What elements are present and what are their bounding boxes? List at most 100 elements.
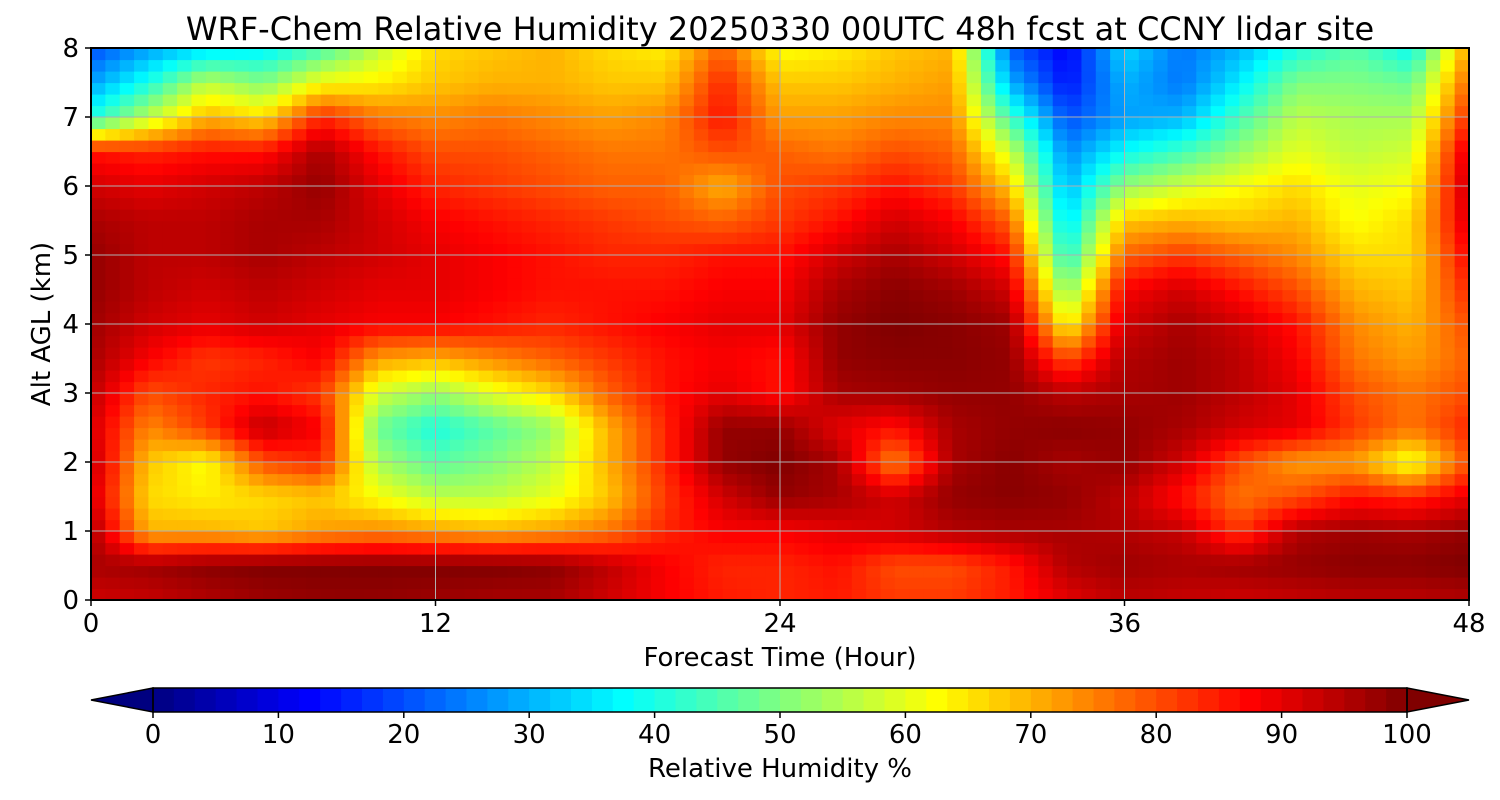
heatmap-cell [177,278,193,291]
heatmap-cell [564,71,580,84]
heatmap-cell [521,186,537,199]
heatmap-cell [837,542,853,555]
heatmap-cell [607,427,623,440]
heatmap-cell [119,347,135,360]
heatmap-cell [1268,128,1283,141]
heatmap-cell [320,151,336,164]
heatmap-cell [1440,335,1456,348]
heatmap-cell [708,243,724,256]
heatmap-cell [679,232,695,245]
heatmap-cell [909,151,925,164]
heatmap-cell [1239,485,1255,498]
colorbar-swatch [989,688,1011,712]
heatmap-cell [263,197,279,210]
heatmap-cell [449,439,465,452]
heatmap-cell [679,117,695,130]
heatmap-cell [636,59,652,72]
heatmap-cell [220,174,236,187]
heatmap-cell [535,140,551,153]
heatmap-cell [894,301,910,314]
heatmap-cell [1425,174,1441,187]
heatmap-cell [349,174,365,187]
heatmap-cell [1081,105,1097,118]
colorbar-swatch [1323,688,1345,712]
heatmap-cell [349,370,365,383]
heatmap-cell [1167,473,1183,486]
heatmap-cell [392,496,408,509]
heatmap-cell [406,163,422,176]
heatmap-cell [550,416,566,429]
heatmap-cell [622,439,638,452]
heatmap-cell [1095,370,1111,383]
plot-area [91,48,1469,600]
heatmap-cell [119,197,135,210]
heatmap-cell [1167,220,1183,233]
heatmap-cell [823,393,839,406]
heatmap-cell [823,255,839,268]
heatmap-cell [808,335,824,348]
heatmap-cell [780,416,795,429]
heatmap-cell [736,542,752,555]
heatmap-cell [492,255,508,268]
heatmap-cell [535,105,551,118]
heatmap-cell [1081,519,1097,532]
heatmap-cell [507,82,523,95]
heatmap-cell [722,335,738,348]
heatmap-cell [622,209,638,222]
heatmap-cell [851,301,867,314]
heatmap-cell [435,450,451,463]
heatmap-cell [1454,462,1469,475]
heatmap-cell [593,393,609,406]
heatmap-cell [1153,197,1169,210]
heatmap-cell [191,404,207,417]
heatmap-cell [1081,427,1097,440]
heatmap-cell [1454,312,1469,325]
heatmap-cell [234,312,250,325]
heatmap-cell [909,485,925,498]
heatmap-cell [220,94,236,107]
heatmap-cell [220,370,236,383]
heatmap-cell [148,243,164,256]
heatmap-cell [980,542,996,555]
heatmap-cell [1210,232,1226,245]
heatmap-cell [205,266,221,279]
heatmap-cell [191,531,207,544]
heatmap-cell [1239,531,1255,544]
heatmap-cell [1425,381,1441,394]
heatmap-cell [995,462,1011,475]
heatmap-cell [679,186,695,199]
heatmap-cell [435,128,451,141]
heatmap-cell [1067,588,1083,600]
heatmap-cell [320,266,336,279]
heatmap-cell [119,312,135,325]
heatmap-cell [191,94,207,107]
heatmap-cell [880,588,896,600]
heatmap-cell [234,508,250,521]
heatmap-cell [220,404,236,417]
heatmap-cell [191,209,207,222]
heatmap-cell [1239,473,1255,486]
heatmap-cell [966,588,982,600]
heatmap-cell [650,462,666,475]
heatmap-cell [162,565,178,578]
heatmap-cell [1196,519,1212,532]
heatmap-cell [1181,140,1197,153]
heatmap-cell [622,163,638,176]
heatmap-cell [1239,312,1255,325]
heatmap-cell [1239,209,1255,222]
heatmap-cell [837,312,853,325]
heatmap-cell [722,197,738,210]
heatmap-cell [1454,266,1469,279]
heatmap-cell [679,565,695,578]
heatmap-cell [234,393,250,406]
heatmap-cell [248,243,264,256]
heatmap-cell [937,82,953,95]
heatmap-cell [291,370,307,383]
heatmap-cell [306,312,322,325]
heatmap-cell [335,151,350,164]
heatmap-cell [1325,381,1341,394]
heatmap-cell [105,358,121,371]
heatmap-cell [679,266,695,279]
heatmap-cell [335,577,350,590]
heatmap-cell [306,197,322,210]
